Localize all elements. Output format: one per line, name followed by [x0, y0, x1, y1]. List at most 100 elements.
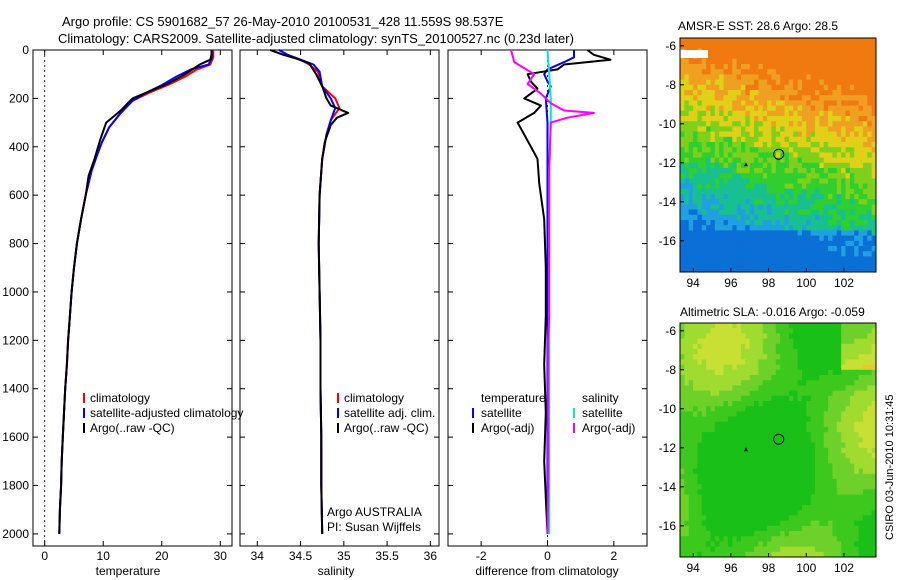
map-cell — [767, 209, 772, 216]
map-cell — [780, 79, 785, 86]
map-cell — [793, 152, 798, 158]
map-cell — [793, 333, 798, 339]
map-cell — [740, 225, 746, 231]
map-cell — [710, 536, 716, 542]
map-cell — [723, 525, 729, 532]
map-cell — [828, 225, 833, 231]
map-cell — [845, 90, 851, 96]
map-cell — [688, 375, 694, 381]
map-cell — [684, 375, 690, 381]
map-cell — [719, 458, 724, 464]
map-cell — [845, 157, 851, 164]
map-cell — [732, 209, 738, 216]
map-cell — [723, 136, 729, 143]
map-cell — [845, 546, 851, 553]
map-cell — [688, 453, 694, 459]
map-cell — [706, 121, 711, 127]
map-cell — [727, 220, 733, 226]
map-cell — [793, 256, 798, 262]
series-line-satellite-adj-clim- — [278, 49, 337, 534]
map-cell — [758, 95, 764, 101]
map-cell — [693, 105, 698, 112]
map-cell — [701, 194, 707, 200]
map-cell — [806, 251, 812, 257]
map-cell — [815, 126, 820, 132]
map-cell — [697, 369, 703, 376]
map-cell — [714, 395, 720, 402]
map-cell — [788, 69, 794, 75]
map-cell — [815, 546, 820, 553]
map-cell — [693, 489, 698, 495]
map-cell — [819, 338, 825, 345]
map-cell — [810, 100, 816, 106]
map-cell — [862, 447, 868, 454]
map-cell — [801, 162, 807, 169]
map-cell — [819, 484, 825, 490]
map-cell — [719, 230, 724, 236]
map-cell — [858, 188, 864, 195]
map-cell — [836, 152, 842, 158]
map-cell — [788, 43, 794, 49]
map-cell — [714, 468, 720, 475]
map-cell — [688, 147, 694, 153]
map-cell — [714, 58, 720, 65]
map-cell — [680, 525, 685, 532]
legend-satellite: satellite adj. clim. — [344, 406, 435, 420]
map-cell — [758, 157, 764, 164]
map-cell — [762, 162, 768, 169]
map-cell — [740, 209, 746, 216]
map-cell — [858, 142, 864, 148]
legend-satellite: satellite-adjusted climatology — [90, 406, 243, 420]
map-cell — [758, 479, 764, 485]
map-cell — [815, 531, 820, 537]
map-cell — [849, 333, 855, 339]
map-cell — [723, 401, 729, 407]
map-cell — [697, 230, 703, 236]
map-cell — [788, 349, 794, 355]
map-cell — [758, 48, 764, 54]
map-cell — [867, 421, 873, 428]
map-cell — [815, 473, 820, 480]
map-cell — [758, 43, 764, 49]
map-cell — [867, 105, 873, 112]
map-cell — [767, 183, 772, 190]
map-cell — [849, 427, 855, 433]
map-cell — [719, 427, 724, 433]
map-cell — [693, 447, 698, 454]
map-cell — [784, 251, 790, 257]
salinity-legend: climatology satellite adj. clim. Argo(..… — [327, 391, 435, 534]
map-cell — [801, 100, 807, 106]
map-cell — [845, 468, 851, 475]
map-cell — [841, 230, 846, 236]
map-cell — [828, 416, 833, 423]
map-cell — [797, 380, 803, 386]
map-cell — [828, 230, 833, 236]
map-cell — [858, 116, 864, 122]
map-cell — [714, 43, 720, 49]
map-cell — [762, 468, 768, 475]
map-cell — [854, 494, 859, 501]
map-cell — [858, 499, 864, 506]
map-cell — [701, 390, 707, 397]
map-cell — [745, 338, 751, 345]
map-cell — [845, 406, 851, 412]
map-cell — [801, 343, 807, 350]
map-cell — [788, 359, 794, 365]
map-cell — [719, 354, 724, 360]
map-cell — [684, 38, 690, 44]
map-cell — [828, 256, 833, 262]
map-cell — [871, 142, 877, 148]
map-cell — [740, 261, 746, 268]
map-cell — [819, 525, 825, 532]
map-cell — [771, 463, 777, 469]
map-cell — [723, 43, 729, 49]
map-cell — [701, 147, 707, 153]
map-cell — [801, 183, 807, 190]
map-cell — [710, 380, 716, 386]
map-cell — [688, 515, 694, 521]
map-cell — [854, 421, 859, 428]
map-cell — [806, 323, 812, 329]
map-cell — [754, 69, 759, 75]
map-cell — [701, 489, 707, 495]
map-cell — [801, 375, 807, 381]
